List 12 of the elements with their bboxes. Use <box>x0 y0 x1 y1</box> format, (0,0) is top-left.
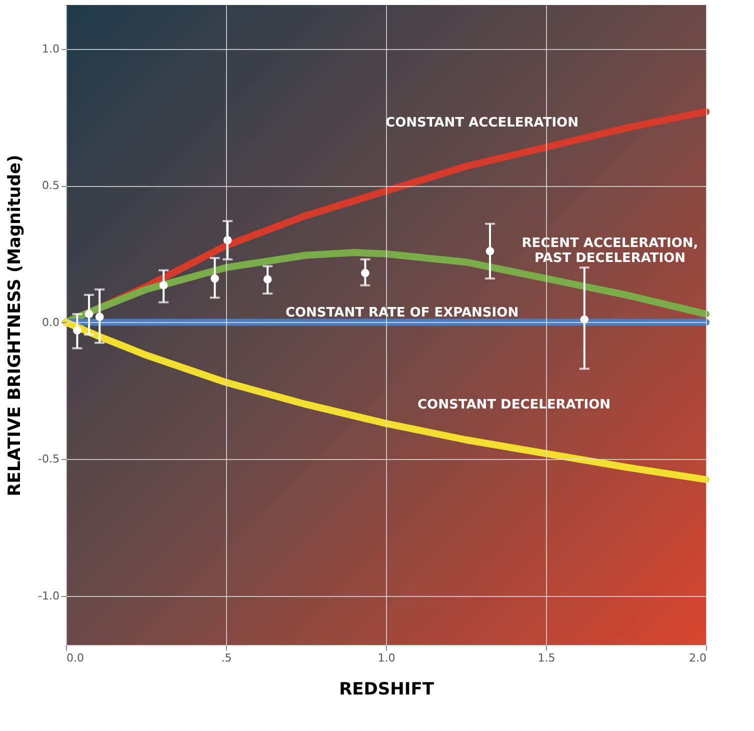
x-tick-label: 0.0 <box>66 652 84 664</box>
y-tick-label: 1.0 <box>42 42 60 56</box>
x-tick-label: 1.5 <box>538 652 556 664</box>
x-tick-label: 2.0 <box>689 652 706 664</box>
y-tick-label: 0.5 <box>42 179 60 192</box>
x-tick-label: .5 <box>221 652 232 664</box>
y-axis-title: RELATIVE BRIGHTNESS (Magnitude) <box>5 154 26 496</box>
y-tick-label: 0.0 <box>42 316 60 329</box>
x-axis-title: REDSHIFT <box>339 680 434 700</box>
x-tick-label: 1.0 <box>378 652 396 664</box>
y-tick-label: -1.0 <box>38 589 60 602</box>
y-tick-label: -0.5 <box>38 452 60 466</box>
